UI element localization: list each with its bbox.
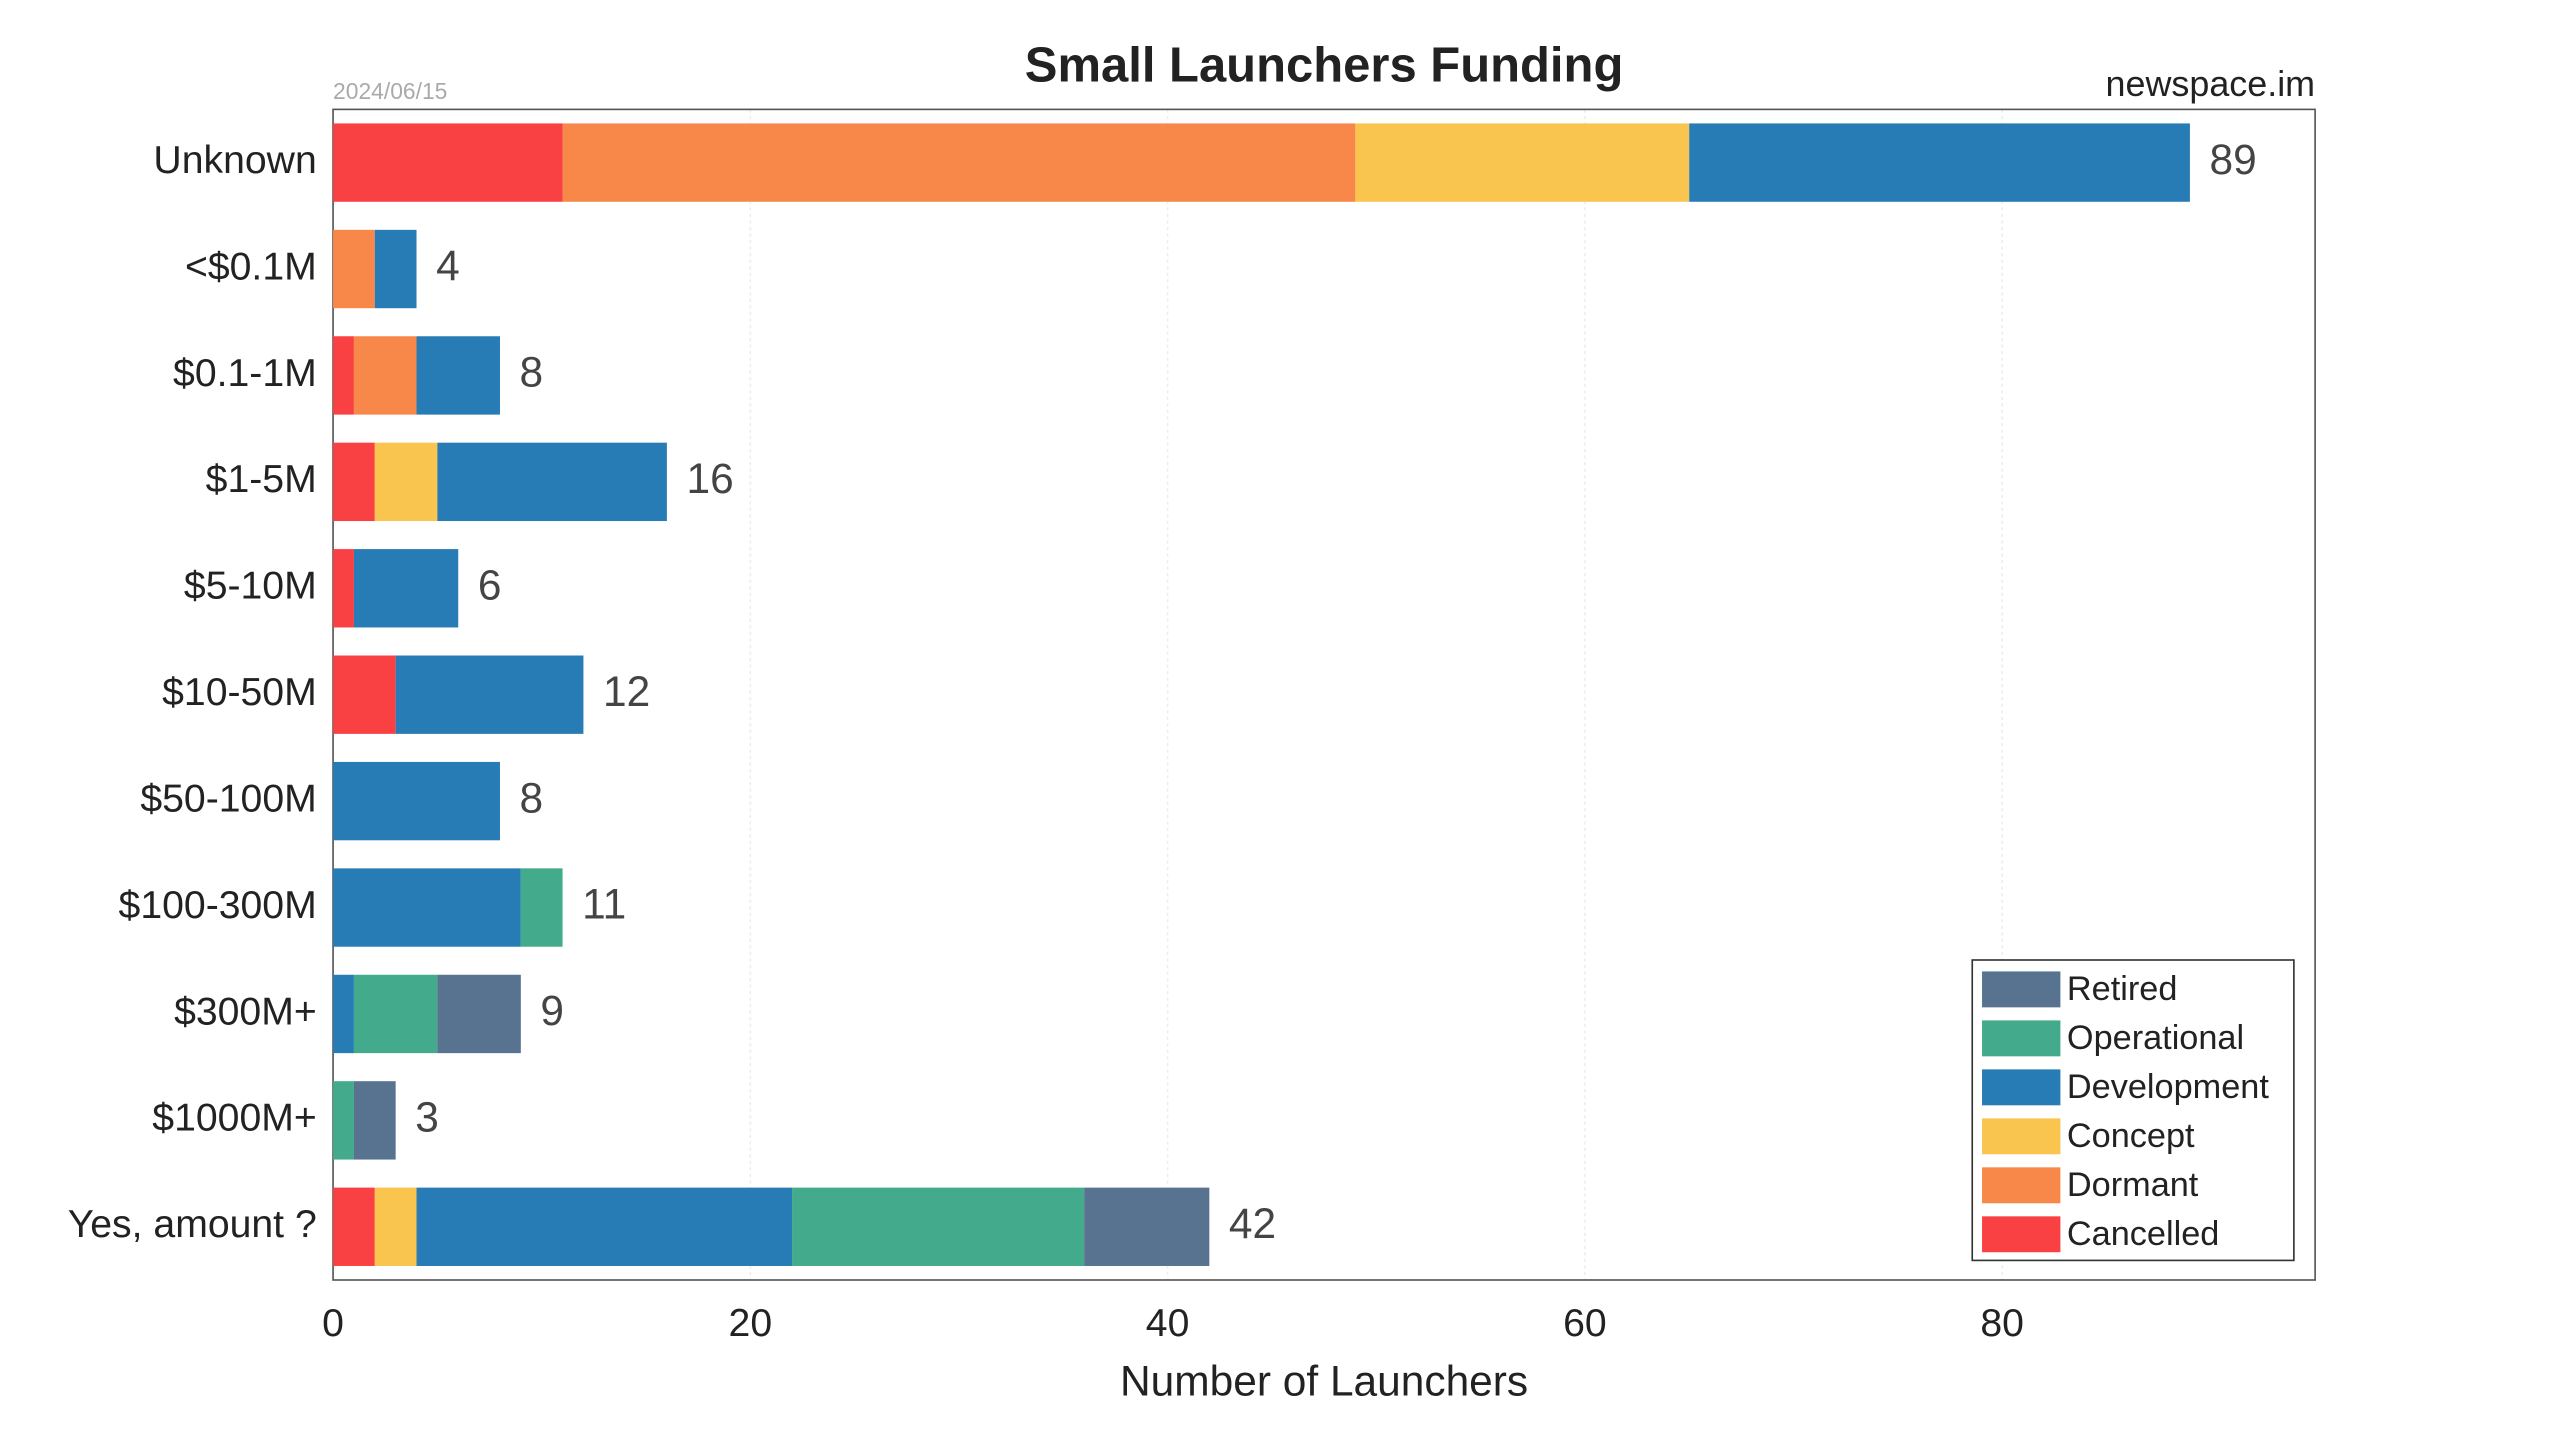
y-tick-label: Yes, amount ? — [68, 1203, 317, 1246]
bar-segment — [333, 1187, 375, 1266]
legend-label: Retired — [2067, 970, 2177, 1008]
bar-segment — [1689, 123, 2190, 202]
x-tick-label: 40 — [1146, 1302, 1190, 1345]
bar-segment — [353, 336, 417, 415]
bar-segment — [562, 123, 1356, 202]
bar-segment — [333, 442, 375, 522]
bar-segment — [374, 442, 438, 522]
bar-segment — [333, 974, 354, 1054]
date: 2024/06/15 — [333, 78, 447, 104]
legend-label: Development — [2067, 1068, 2269, 1106]
bar-segment — [374, 229, 417, 309]
bar-segment — [792, 1187, 1085, 1266]
x-tick-label: 60 — [1563, 1302, 1607, 1345]
x-tick-label: 20 — [729, 1302, 773, 1345]
total-label: 8 — [520, 349, 544, 396]
legend-box — [1971, 959, 2295, 1262]
legend-label: Cancelled — [2067, 1215, 2219, 1253]
bar-segment — [520, 868, 563, 947]
legend-swatch — [1982, 1118, 2061, 1155]
bar-segment — [333, 655, 396, 734]
bar-segment — [395, 655, 584, 734]
bar-segment — [333, 868, 521, 947]
y-tick-label: $10-50M — [162, 671, 317, 714]
bar-segment — [333, 123, 563, 202]
x-axis-title: Number of Launchers — [1120, 1358, 1528, 1405]
legend-swatch — [1982, 1167, 2061, 1204]
total-label: 6 — [478, 561, 502, 608]
bar-segment — [333, 336, 354, 415]
legend-label: Operational — [2067, 1019, 2244, 1057]
total-label: 12 — [603, 668, 650, 715]
bar-segment — [333, 229, 375, 309]
bar-segment — [353, 1081, 396, 1160]
legend-swatch — [1982, 1069, 2061, 1106]
bar-segment — [374, 1187, 417, 1266]
y-tick-label: $1000M+ — [152, 1097, 316, 1140]
bar-segment — [437, 974, 521, 1054]
bar-segment — [333, 761, 500, 841]
y-tick-label: $5-10M — [184, 565, 317, 608]
bar-segment — [416, 336, 500, 415]
x-tick-label: 0 — [322, 1302, 344, 1345]
y-tick-label: $300M+ — [174, 990, 317, 1033]
y-tick-label: $50-100M — [140, 777, 316, 820]
total-label: 4 — [436, 242, 460, 289]
total-label: 89 — [2210, 136, 2257, 183]
bar-segment — [1355, 123, 1690, 202]
x-tick-label: 80 — [1980, 1302, 2024, 1345]
bar-segment — [416, 1187, 793, 1266]
y-tick-label: $100-300M — [119, 884, 317, 927]
bar-segment — [1084, 1187, 1210, 1266]
total-label: 16 — [686, 455, 733, 502]
bar-segment — [353, 974, 438, 1054]
bar-segment — [437, 442, 667, 522]
y-tick-label: <$0.1M — [185, 245, 317, 288]
y-tick-label: $1-5M — [206, 458, 317, 501]
legend-swatch — [1982, 971, 2061, 1008]
chart-title: Small Launchers Funding — [1025, 39, 1624, 93]
y-tick-label: Unknown — [153, 139, 316, 182]
bar-segment — [333, 549, 354, 628]
total-label: 9 — [540, 987, 564, 1034]
source: newspace.im — [2106, 63, 2316, 104]
legend-label: Dormant — [2067, 1166, 2199, 1204]
total-label: 11 — [582, 881, 626, 928]
bar-segment — [333, 1081, 354, 1160]
total-label: 3 — [415, 1094, 439, 1141]
legend-swatch — [1982, 1020, 2061, 1057]
bar-segment — [353, 549, 459, 628]
legend-label: Concept — [2067, 1117, 2195, 1155]
total-label: 8 — [520, 774, 544, 821]
legend-swatch — [1982, 1216, 2061, 1253]
total-label: 42 — [1229, 1200, 1276, 1247]
y-tick-label: $0.1-1M — [173, 352, 317, 395]
